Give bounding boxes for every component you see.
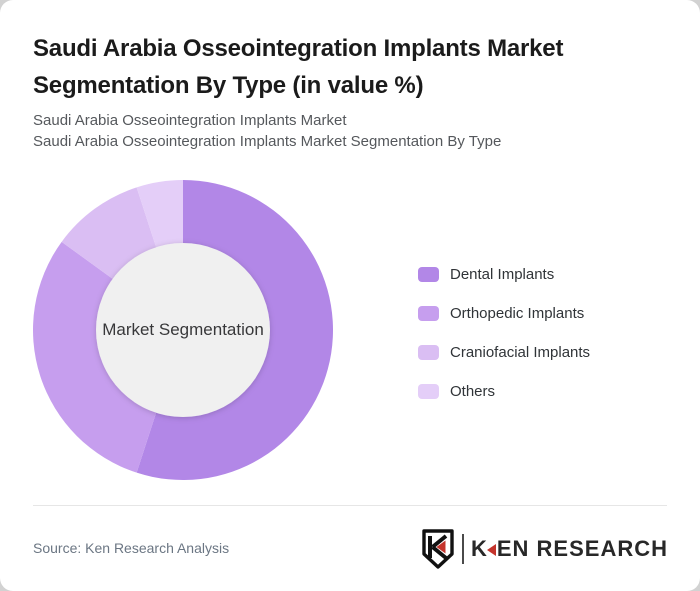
donut-chart-svg	[33, 180, 333, 480]
legend-item: Others	[418, 379, 590, 403]
donut-hole	[96, 243, 270, 417]
legend-swatch	[418, 266, 439, 282]
legend-item: Dental Implants	[418, 262, 590, 286]
logo-shield-icon	[422, 529, 454, 569]
logo-wordmark-rest: EN RESEARCH	[496, 536, 668, 561]
footer-divider	[33, 505, 667, 506]
donut-chart: Market Segmentation	[33, 180, 333, 480]
logo-wordmark-k: K	[470, 536, 488, 561]
legend-swatch	[418, 305, 439, 321]
chart-subtitle: Saudi Arabia Osseointegration Implants M…	[33, 110, 653, 152]
legend-item: Craniofacial Implants	[418, 340, 590, 364]
source-text: Source: Ken Research Analysis	[33, 540, 230, 556]
ken-research-logo: K EN RESEARCH	[420, 528, 668, 570]
legend-label: Craniofacial Implants	[450, 343, 591, 361]
subtitle-line-2: Saudi Arabia Osseointegration Implants M…	[33, 133, 502, 150]
chart-legend: Dental Implants Orthopedic Implants Cranio…	[418, 262, 590, 403]
page-title: Saudi Arabia Osseointegration Implants M…	[33, 35, 564, 99]
logo-separator	[461, 534, 464, 564]
logo-red-triangle-icon	[486, 543, 496, 556]
legend-swatch	[418, 344, 439, 360]
legend-item: Orthopedic Implants	[418, 301, 590, 325]
logo-wordmark: K EN RESEARCH	[471, 536, 668, 562]
legend-label: Orthopedic Implants	[450, 304, 585, 322]
subtitle-line-1: Saudi Arabia Osseointegration Implants M…	[33, 112, 347, 129]
legend-label: Dental Implants	[450, 265, 555, 283]
legend-label: Others	[450, 382, 496, 400]
legend-swatch	[418, 383, 439, 399]
